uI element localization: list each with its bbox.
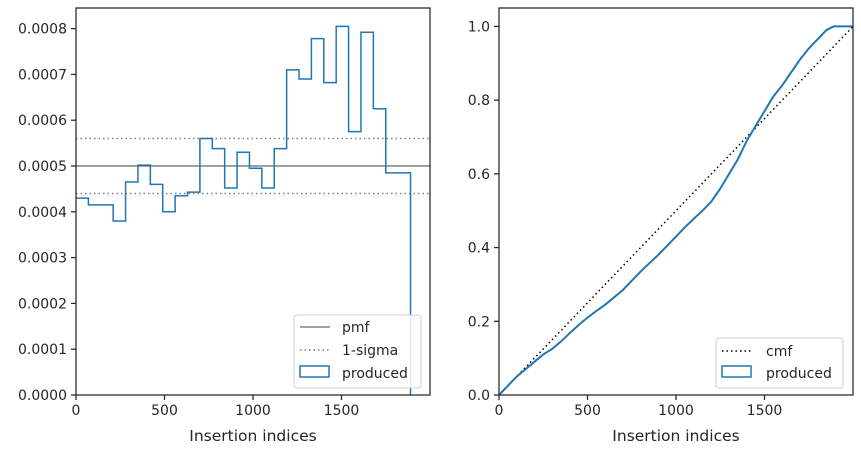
- plot-area: [76, 25, 430, 395]
- y-tick-label: 0.0: [468, 388, 490, 404]
- y-tick-label: 0.0007: [18, 67, 67, 83]
- y-tick-label: 0.8: [468, 93, 490, 109]
- cmf-panel: 0 500 1000 1500 0.0 0.2 0.4 0.6 0.8 1.0 Insertion…: [468, 7, 854, 445]
- legend-produced-label: produced: [766, 366, 832, 382]
- x-tick-label: 1500: [747, 403, 783, 419]
- legend-cmf-label: cmf: [766, 344, 793, 360]
- y-tick-label: 0.0001: [18, 342, 67, 358]
- y-tick-label: 0.6: [468, 167, 490, 183]
- legend-produced-swatch: [299, 365, 330, 378]
- x-tick-label: 0: [72, 403, 81, 419]
- plot-frame: [498, 7, 854, 396]
- y-tick-label: 0.0002: [18, 296, 67, 312]
- x-tick-label: 1000: [658, 403, 694, 419]
- y-tick-label: 0.0006: [18, 113, 67, 129]
- axes: 0 500 1000 1500 0.0 0.2 0.4 0.6 0.8 1.0: [468, 7, 854, 419]
- y-tick-label: 0.0003: [18, 251, 67, 267]
- axes: 0 500 1000 1500 0.0000 0.0001 0.0002 0.0003 0.00…: [18, 7, 431, 419]
- x-tick-label: 500: [151, 403, 178, 419]
- legend-1-sigma-label: 1-sigma: [342, 343, 398, 359]
- x-tick-label: 1000: [235, 403, 271, 419]
- legend-produced-swatch: [721, 365, 752, 378]
- y-tick-label: 0.0005: [18, 159, 67, 175]
- y-tick-label: 0.2: [468, 314, 490, 330]
- x-tick-label: 1500: [324, 403, 360, 419]
- series-produced-step: [76, 25, 412, 395]
- x-tick-label: 500: [574, 403, 601, 419]
- x-axis-label: Insertion indices: [612, 427, 739, 445]
- legend-pmf-label: pmf: [342, 320, 371, 336]
- series-produced-line: [499, 25, 853, 395]
- y-tick-label: 0.4: [468, 241, 490, 257]
- y-tick-label: 0.0004: [18, 205, 67, 221]
- legend: pmf 1-sigma produced: [293, 314, 422, 389]
- plot-area: [499, 25, 853, 395]
- y-tick-label: 0.0008: [18, 22, 67, 38]
- x-axis-label: Insertion indices: [189, 427, 316, 445]
- pmf-histogram-panel: 0 500 1000 1500 0.0000 0.0001 0.0002 0.0003 0.00…: [18, 7, 431, 445]
- y-tick-label: 1.0: [468, 19, 490, 35]
- x-tick-label: 0: [495, 403, 504, 419]
- legend-produced-label: produced: [342, 366, 408, 382]
- legend: cmf produced: [715, 337, 844, 389]
- y-tick-label: 0.0000: [18, 388, 67, 404]
